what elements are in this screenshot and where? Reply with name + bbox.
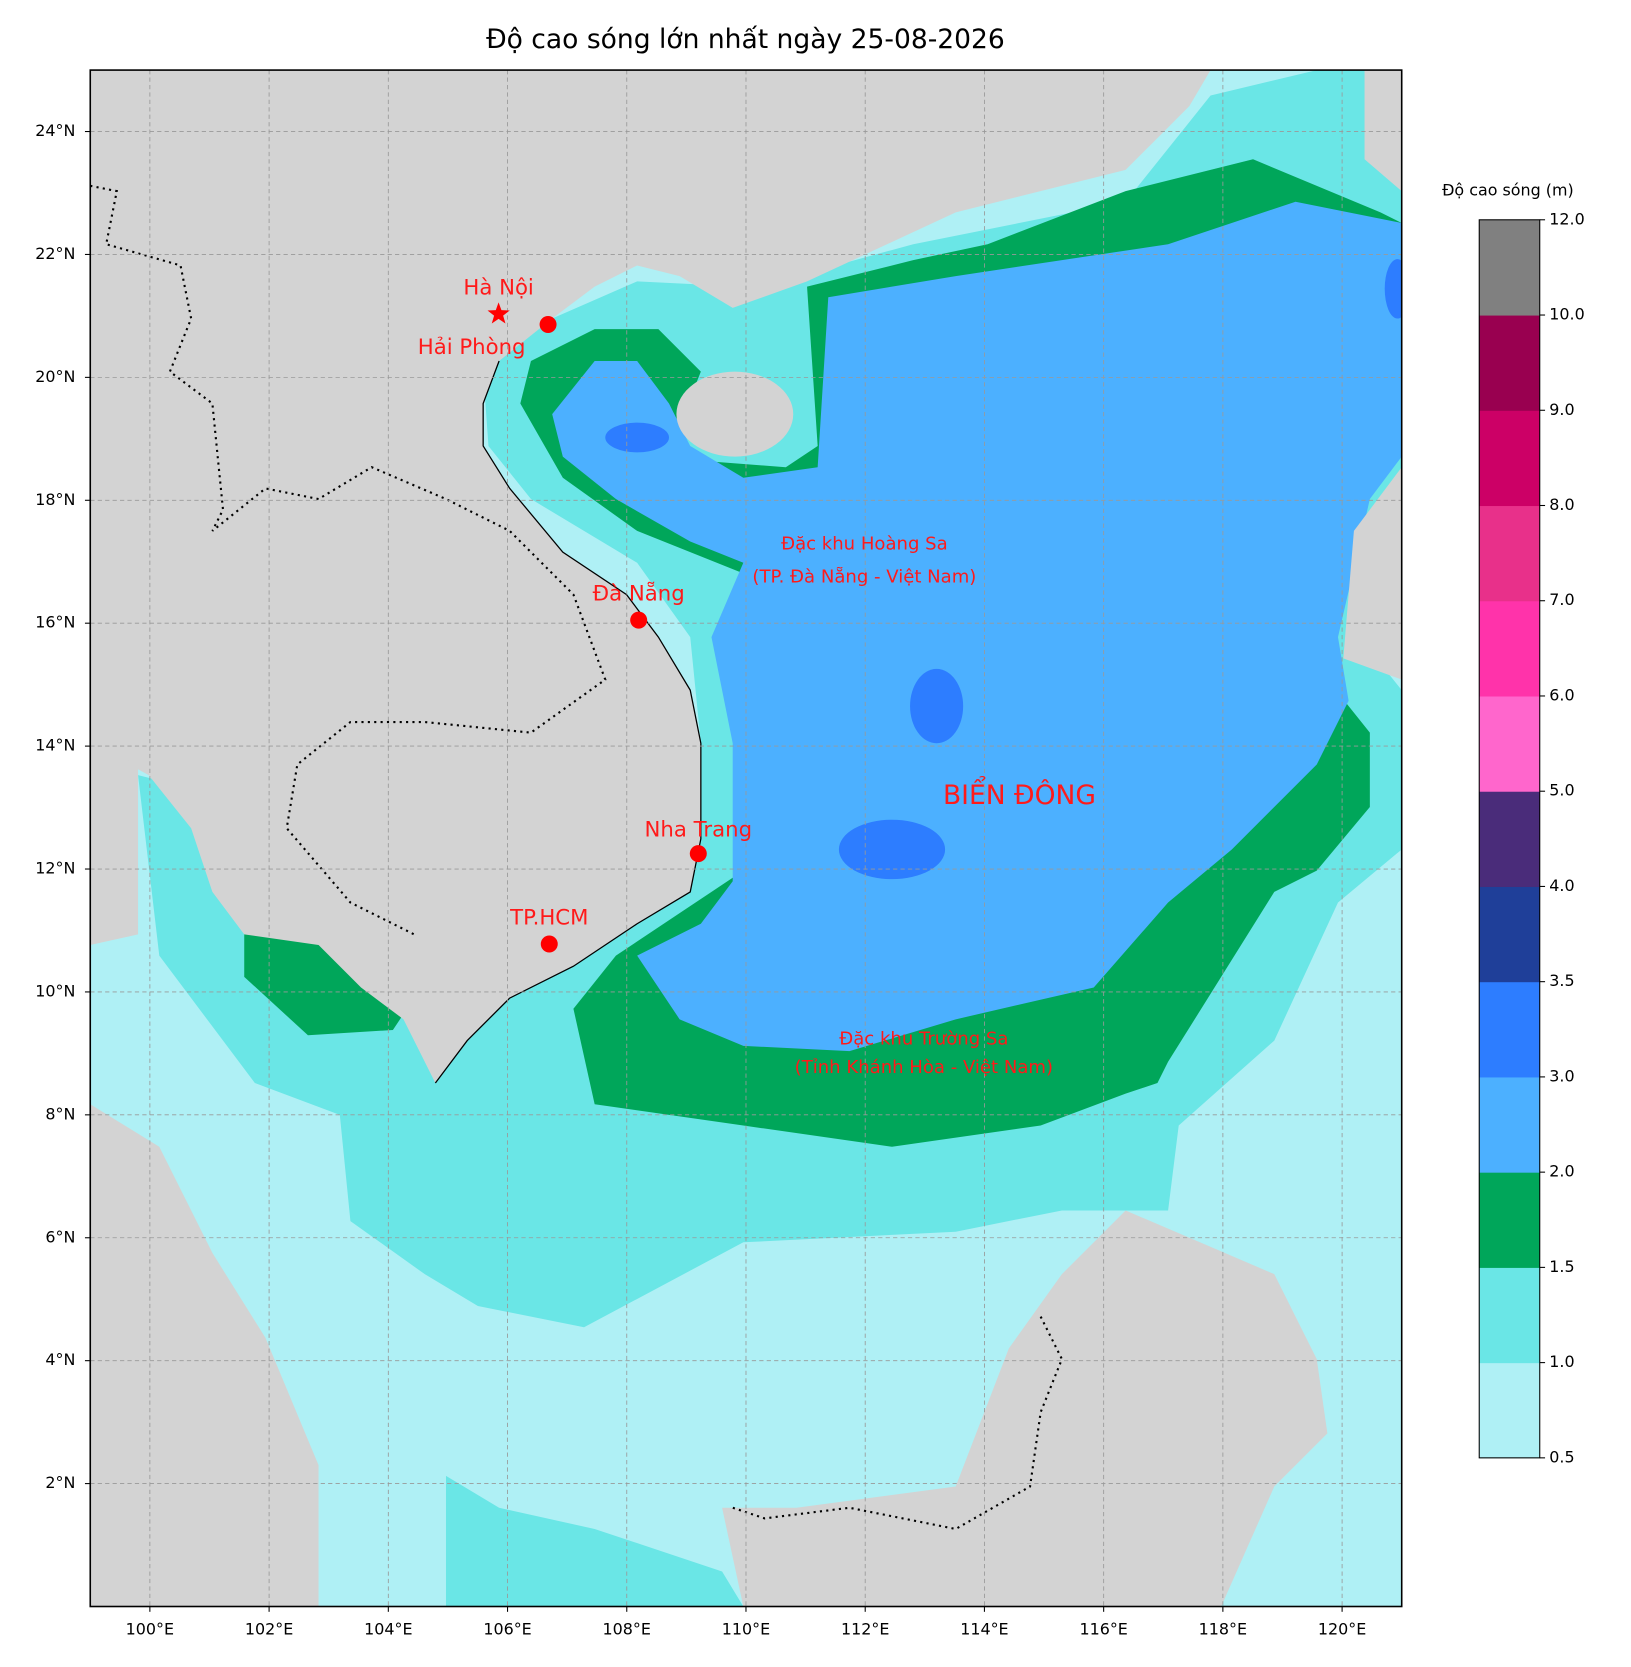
grid: 100°E 102°E 104°E 106°E 108°E 110°E 112°E 114°E… (35, 70, 1402, 1638)
city-marker (487, 302, 510, 324)
colorbar-segment (1479, 1362, 1540, 1459)
x-tick-label: 120°E (1318, 1619, 1366, 1638)
colorbar-tick-label: 1.0 (1549, 1352, 1574, 1371)
map-frame (89, 69, 1403, 1608)
colorbar-segment (1479, 1267, 1540, 1364)
x-tick-label: 102°E (245, 1619, 293, 1638)
colorbar-tick-label: 7.0 (1549, 590, 1574, 609)
y-tick-label: 12°N (35, 859, 75, 878)
zone-3-3.5 (605, 422, 669, 453)
y-tick-label: 18°N (35, 490, 75, 509)
colorbar-tick-label: 8.0 (1549, 495, 1574, 514)
colorbar-tick-label: 6.0 (1549, 685, 1574, 704)
y-tick-label: 24°N (35, 121, 75, 140)
x-tick-label: 100°E (126, 1619, 174, 1638)
colorbar-segment (1479, 886, 1540, 983)
city-label: Hà Nội (463, 276, 533, 301)
zone-3-3.5 (910, 668, 964, 744)
zone-3-3.5 (1384, 259, 1402, 319)
zone-2-3 (552, 201, 1402, 1052)
colorbar-tick-label: 9.0 (1549, 400, 1574, 419)
y-tick-label: 10°N (35, 981, 75, 1000)
annotation: Đặc khu Trường Sa (839, 1029, 1008, 1050)
city-label: TP.HCM (509, 906, 588, 931)
colorbar-label: Độ cao sóng (m) (1442, 181, 1574, 200)
colorbar: 0.5 1.0 1.5 2.0 3.0 3.5 4.0 5.0 6.0 7.0 8.0 9.0 10.0… (1478, 209, 1585, 1466)
y-tick-label: 4°N (45, 1350, 75, 1369)
cities: Hà Nội Hải Phòng Đà Nẵng Nha Trang TP.HCM (418, 276, 752, 953)
x-tick-label: 108°E (603, 1619, 651, 1638)
x-tick-label: 116°E (1079, 1619, 1127, 1638)
x-tick-label: 112°E (841, 1619, 889, 1638)
city-marker (630, 611, 648, 629)
colorbar-tick-label: 4.0 (1549, 876, 1574, 895)
city-label: Nha Trang (645, 817, 753, 842)
y-tick-label: 6°N (45, 1227, 75, 1246)
y-tick-label: 14°N (35, 736, 75, 755)
x-tick-label: 110°E (722, 1619, 770, 1638)
colorbar-segment (1479, 1172, 1540, 1268)
city-marker (539, 316, 557, 334)
x-tick-label: 114°E (960, 1619, 1008, 1638)
x-tick-label: 106°E (483, 1619, 531, 1638)
colorbar-segment (1479, 981, 1540, 1078)
borders (90, 184, 1064, 1531)
annotation: (Tỉnh Khánh Hòa - Việt Nam) (795, 1057, 1053, 1078)
city-marker (540, 935, 558, 953)
colorbar-segment (1479, 1076, 1540, 1173)
colorbar-tick-label: 3.0 (1549, 1066, 1574, 1085)
colorbar-segment (1479, 219, 1540, 316)
colorbar-tick-label: 1.5 (1549, 1257, 1574, 1276)
annotation: BIỂN ĐÔNG (943, 776, 1096, 811)
annotation: (TP. Đà Nẵng - Việt Nam) (752, 567, 976, 588)
colorbar-segment (1479, 315, 1540, 411)
colorbar-tick-label: 10.0 (1549, 305, 1584, 324)
colorbar-tick-label: 0.5 (1549, 1447, 1574, 1466)
title: Độ cao sóng lớn nhất ngày 25-08-2026 (486, 24, 1005, 55)
y-tick-label: 8°N (45, 1104, 75, 1123)
y-tick-label: 20°N (35, 367, 75, 386)
colorbar-frame (1478, 219, 1541, 1459)
colorbar-segment (1479, 600, 1540, 697)
x-tick-label: 104°E (364, 1619, 412, 1638)
colorbar-segment (1479, 410, 1540, 507)
colorbar-tick-label: 3.5 (1549, 971, 1574, 990)
city-label: Hải Phòng (418, 335, 526, 360)
x-tick-label: 118°E (1199, 1619, 1247, 1638)
figure: Độ cao sóng lớn nhất ngày 25-08-2026 100… (35, 24, 1584, 1639)
colorbar-tick-label: 12.0 (1549, 209, 1584, 228)
y-tick-label: 16°N (35, 613, 75, 632)
colorbar-segment (1479, 791, 1540, 887)
y-tick-label: 22°N (35, 244, 75, 263)
zone-3-3.5 (838, 819, 946, 880)
y-tick-label: 2°N (45, 1473, 75, 1492)
annotation: Đặc khu Hoàng Sa (781, 534, 948, 555)
colorbar-tick-label: 5.0 (1549, 781, 1574, 800)
city-marker (689, 845, 707, 863)
colorbar-segment (1479, 505, 1540, 602)
city-label: Đà Nẵng (593, 581, 685, 607)
land (90, 70, 1402, 1607)
zone-1-1.5 (445, 1475, 744, 1607)
colorbar-tick-label: 2.0 (1549, 1162, 1574, 1181)
colorbar-segment (1479, 695, 1540, 792)
